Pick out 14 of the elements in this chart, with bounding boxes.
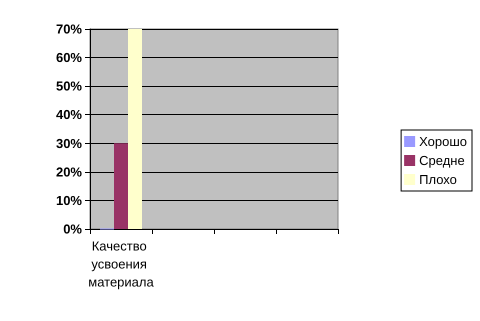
y-tick-label: 50% <box>56 78 82 94</box>
y-tick-label: 20% <box>56 164 82 180</box>
legend-label: Средне <box>419 153 465 168</box>
legend-label: Плохо <box>419 172 457 187</box>
legend-label: Хорошо <box>419 134 467 149</box>
y-tick-label: 40% <box>56 107 82 122</box>
y-tick-label: 70% <box>56 22 82 36</box>
y-tick-label: 60% <box>56 50 82 66</box>
x-tick-label: Качество усвоения материала <box>88 238 154 290</box>
y-tick-label: 10% <box>56 192 82 208</box>
y-tick-label: 0% <box>63 222 82 236</box>
y-tick-label: 30% <box>56 136 82 151</box>
bar <box>128 29 142 229</box>
bar <box>114 143 128 229</box>
